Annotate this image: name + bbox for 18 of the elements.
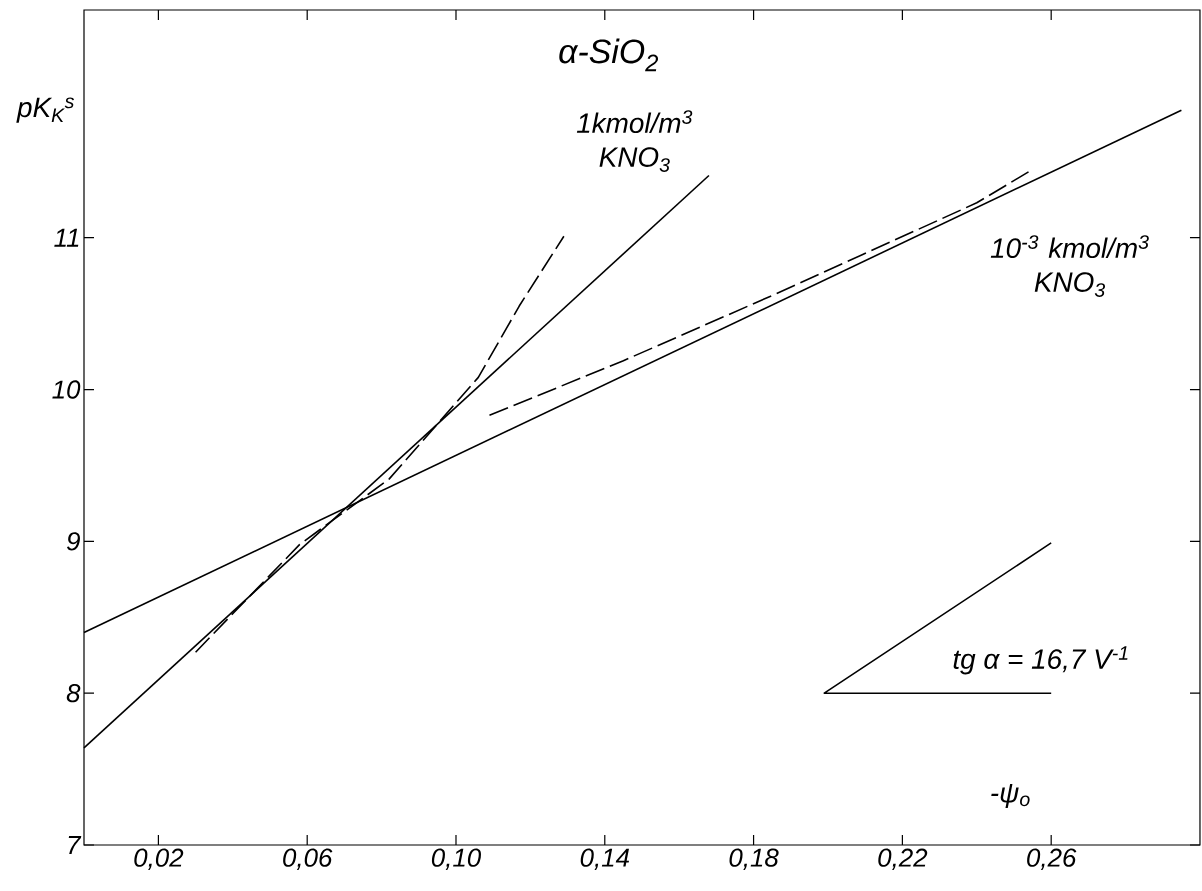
y-tick-label: 10 <box>52 380 81 399</box>
y-tick-label: 11 <box>54 228 79 247</box>
x-tick-label: 0,26 <box>1027 848 1077 870</box>
x-tick-label: 0,06 <box>283 848 333 870</box>
annotation: tg α = 16,7 V$^{-1}$ <box>953 646 1128 675</box>
x-tick-label: 0,02 <box>134 848 184 870</box>
x-tick-label: 0,22 <box>878 848 928 870</box>
y-axis-title: pK$_{K}$s <box>16 97 74 123</box>
y-tick-label: 9 <box>66 532 80 551</box>
x-tick-label: 0,10 <box>431 848 481 870</box>
y-tick-label: 8 <box>66 684 81 703</box>
y-tick-label: 7 <box>68 836 82 854</box>
x-tick-label: 0,14 <box>580 848 630 870</box>
text: 10$^{-3}$ kmol/m$^{3}$ KNO$_{3}$ <box>990 235 1149 297</box>
x-tick-label: 0,18 <box>729 848 779 870</box>
text: α-SiO$_{2}$ <box>559 38 659 72</box>
text: 1kmol/m$^{3}$ KNO$_{3}$ <box>576 110 693 172</box>
x-axis-title: -ψ$_{o}$ <box>991 784 1030 809</box>
